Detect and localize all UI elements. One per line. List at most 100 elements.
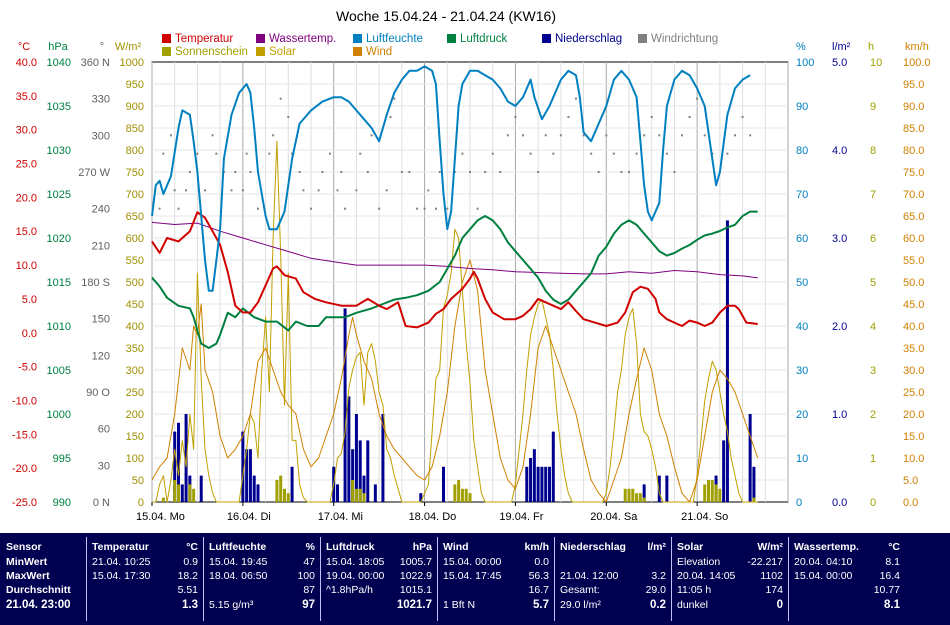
legend-label: Sonnenschein (175, 46, 248, 58)
wind-direction-dot (423, 207, 426, 210)
stats-separator (554, 537, 555, 621)
stats-row (556, 556, 670, 569)
precip-bar (752, 466, 756, 502)
series-line-luftdruck (151, 210, 758, 349)
axis-tick-label: 45.0 (903, 299, 924, 311)
stats-row-label: 15.04. 00:00 (443, 556, 502, 568)
stats-row-value: 56.3 (528, 570, 549, 582)
axis-unit: % (796, 41, 806, 53)
stats-block-title: Luftfeuchte (209, 541, 267, 553)
sunshine-bar (457, 480, 461, 502)
axis-tick-label: 0 (796, 497, 802, 509)
precip-bar (362, 475, 366, 502)
sunshine-bar (464, 488, 468, 502)
axis-tick-label: 5.0 (832, 57, 847, 69)
stats-row-value: 16.4 (879, 570, 900, 582)
axis-tick-label: 100 (796, 57, 814, 69)
stats-row-label: 20.04. 14:05 (677, 570, 736, 582)
wind-direction-dot (643, 134, 646, 137)
sunshine-bar (453, 484, 457, 502)
axis-tick-label: 30.0 (16, 125, 37, 137)
sunshine-bar (635, 493, 639, 502)
series-line-solar (152, 140, 758, 503)
wind-direction-dot (169, 134, 172, 137)
axis-tick-label: 4.0 (832, 145, 847, 157)
precip-bar (381, 414, 385, 502)
precip-bar (748, 414, 752, 502)
precip-bar (358, 440, 362, 502)
wind-direction-dot (215, 152, 218, 155)
stats-row-label: 15.04. 19:45 (209, 556, 268, 568)
axis-tick-label: 20 (796, 409, 808, 421)
wind-direction-dot (529, 152, 532, 155)
sunshine-bar (279, 475, 283, 502)
axis-tick-label: 990 (53, 497, 71, 509)
stats-row-label: 11:05 h (677, 584, 712, 596)
axis-tick-label: 30 (796, 365, 808, 377)
series-line-wassertemp (151, 221, 758, 279)
precip-bar (532, 449, 536, 502)
axis-tick-label: 3 (870, 365, 876, 377)
wind-direction-dot (605, 134, 608, 137)
wind-direction-dot (469, 171, 471, 173)
axis-tick-label: 40.0 (903, 321, 924, 333)
precip-bar (347, 396, 351, 502)
axis-tick-label: -5.0 (18, 362, 37, 374)
stats-block-niederschlag: Niederschlag l/m² 21.04. 12:00 3.2 Gesamt: 29… (556, 539, 670, 621)
chart-bars (161, 220, 756, 502)
stats-block-title: Solar (677, 541, 704, 553)
precip-bar (256, 484, 260, 502)
axis-tick-label: 80.0 (903, 145, 924, 157)
stats-row-label: 21.04. 12:00 (560, 570, 619, 582)
wind-direction-dot (544, 134, 547, 137)
axis-tick-label: 1005 (47, 365, 71, 377)
row-label-current: 21.04. 23:00 (6, 599, 71, 611)
stats-block-header: Luftdruck hPa (322, 541, 436, 554)
axis-unit: °C (18, 41, 30, 53)
legend-swatch (353, 47, 362, 56)
sunshine-bar (173, 480, 177, 502)
wind-direction-dot (211, 134, 214, 137)
axis-tick-label: 70.0 (903, 189, 924, 201)
sunshine-bar (460, 488, 464, 502)
wind-direction-dot (291, 152, 294, 155)
stats-block-title: Temperatur (92, 541, 149, 553)
precip-bar (442, 466, 445, 502)
stats-separator (671, 537, 672, 621)
x-tick-label: 19.04. Fr (499, 511, 543, 523)
wind-direction-dot (446, 207, 449, 210)
stats-row-value: 1102 (760, 570, 783, 582)
stats-block-title: Niederschlag (560, 541, 626, 553)
stats-row: dunkel 0 (673, 599, 787, 612)
stats-row-value: 0.2 (650, 599, 666, 611)
stats-block-header: Wassertemp. °C (790, 541, 904, 554)
stats-row-label: Gesamt: (560, 584, 600, 596)
x-tick-label: 17.04. Mi (318, 511, 363, 523)
wind-direction-dot (272, 134, 275, 137)
stats-row-label: 15.04. 17:30 (92, 570, 151, 582)
wind-direction-dot (389, 116, 392, 118)
axis-tick-label: 300 (92, 130, 110, 142)
stats-row-value: -22.217 (747, 556, 783, 568)
precip-bar (657, 475, 661, 502)
stats-row-label: 15.04. 00:00 (794, 570, 853, 582)
axis-tick-label: 40 (796, 321, 808, 333)
precip-bar (241, 431, 245, 502)
wind-direction-dot (749, 134, 752, 137)
wind-direction-dot (344, 207, 347, 210)
axis-tick-label: 0 (870, 497, 876, 509)
sunshine-bar (286, 493, 290, 502)
axis-tick-label: 10 (870, 57, 882, 69)
stats-row-value: 174 (765, 584, 783, 596)
wind-direction-dot (204, 189, 206, 192)
axis-tick-label: 100.0 (903, 57, 931, 69)
stats-row: 87 (205, 584, 319, 597)
stats-separator (86, 537, 87, 621)
axis-tick-label: 1025 (47, 189, 71, 201)
sunshine-bar (631, 488, 635, 502)
precip-bar (665, 475, 669, 502)
stats-block-title: Wassertemp. (794, 541, 859, 553)
stats-row: 15.04. 17:30 18.2 (88, 570, 202, 583)
axis-tick-label: 100 (126, 453, 144, 465)
axis-tick-label: 9 (870, 101, 876, 113)
